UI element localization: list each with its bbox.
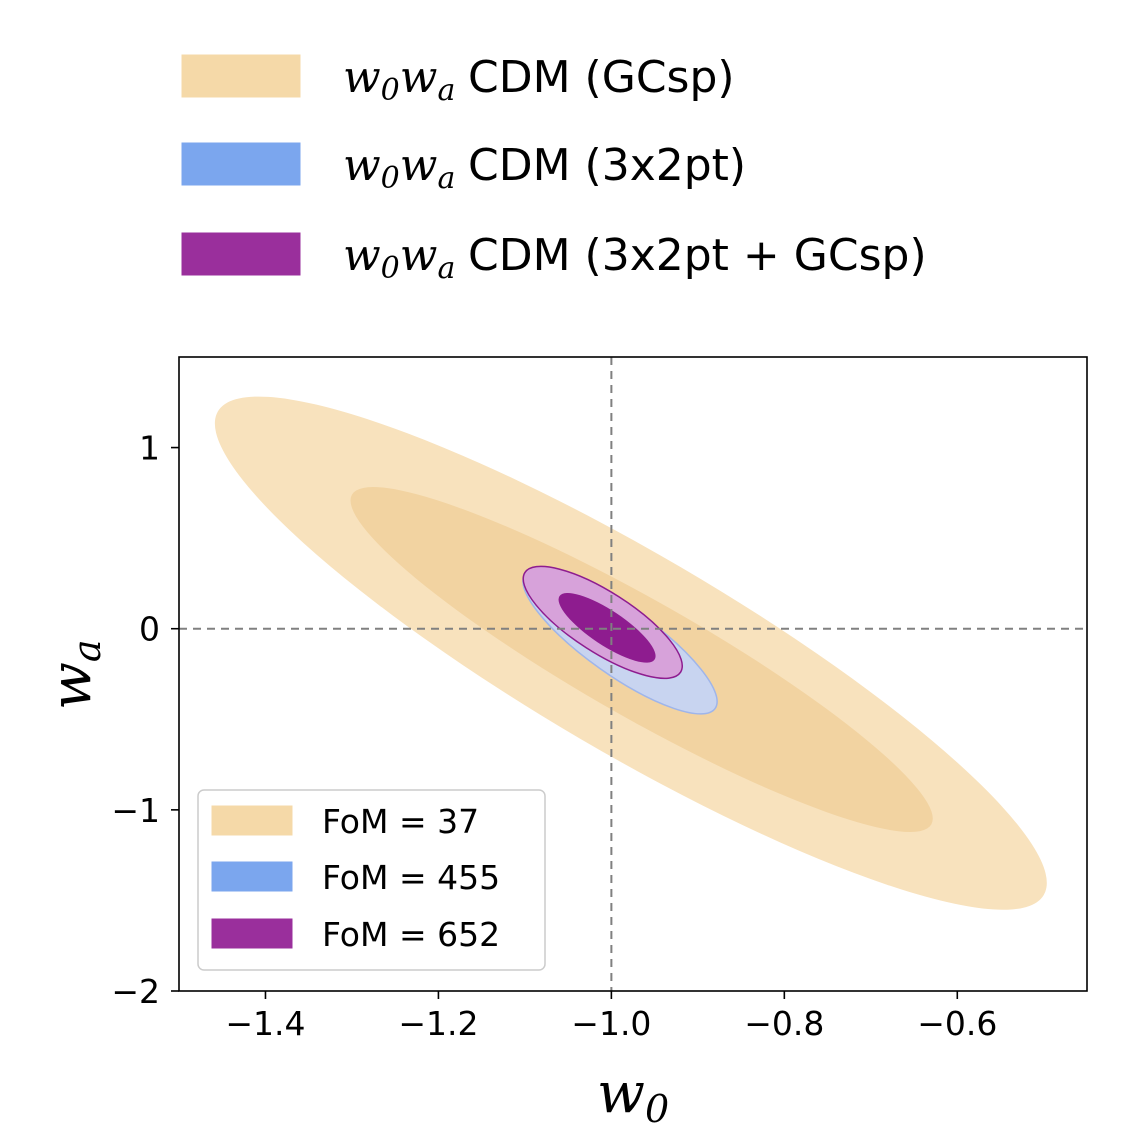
x-axis: −1.4 −1.2 −1.0 −0.8 −0.6 [225, 991, 997, 1043]
top-legend-math: w0wa [343, 140, 455, 196]
y-tick-label: −1 [111, 791, 160, 830]
inner-legend-label-gcsp: FoM = 37 [322, 802, 479, 841]
top-legend-swatch-combined [181, 232, 301, 276]
x-tick-label: −0.8 [744, 1004, 824, 1043]
contour-layer [214, 396, 1047, 910]
top-legend-entry-gcsp: w0wa CDM (GCsp) [181, 52, 735, 108]
top-legend: w0wa CDM (GCsp) w0wa CDM (3x2pt) w0wa CD… [181, 52, 927, 286]
inner-legend-label-3x2pt: FoM = 455 [322, 858, 500, 897]
inner-legend-label-combined: FoM = 652 [322, 915, 500, 954]
top-legend-label-gcsp: CDM (GCsp) [468, 52, 735, 103]
y-axis-label: wa [39, 639, 109, 710]
top-legend-math: w0wa [343, 52, 455, 108]
inner-legend-swatch-combined [211, 918, 293, 949]
top-legend-label-3x2pt: CDM (3x2pt) [468, 140, 746, 191]
top-legend-label-combined: CDM (3x2pt + GCsp) [468, 230, 927, 281]
top-legend-math: w0wa [343, 230, 455, 286]
y-axis: 1 0 −1 −2 [111, 429, 179, 1011]
x-tick-label: −1.0 [571, 1004, 651, 1043]
inner-legend-swatch-gcsp [211, 805, 293, 836]
reference-lines [179, 357, 1087, 991]
inner-legend-swatch-3x2pt [211, 861, 293, 892]
y-tick-label: 0 [139, 610, 160, 649]
top-legend-swatch-3x2pt [181, 142, 301, 186]
x-axis-label: w0 [597, 1061, 669, 1131]
x-tick-label: −1.2 [398, 1004, 478, 1043]
contour-1sigma-3x2pt-gcsp [558, 592, 656, 663]
plot-frame [178, 356, 1088, 992]
x-tick-label: −0.6 [917, 1004, 997, 1043]
top-legend-entry-combined: w0wa CDM (3x2pt + GCsp) [181, 230, 927, 286]
inner-legend: FoM = 37 FoM = 455 FoM = 652 [197, 789, 546, 971]
x-tick-label: −1.4 [225, 1004, 305, 1043]
y-tick-label: 1 [139, 429, 160, 468]
top-legend-entry-3x2pt: w0wa CDM (3x2pt) [181, 140, 746, 196]
top-legend-swatch-gcsp [181, 54, 301, 98]
y-tick-label: −2 [111, 972, 160, 1011]
